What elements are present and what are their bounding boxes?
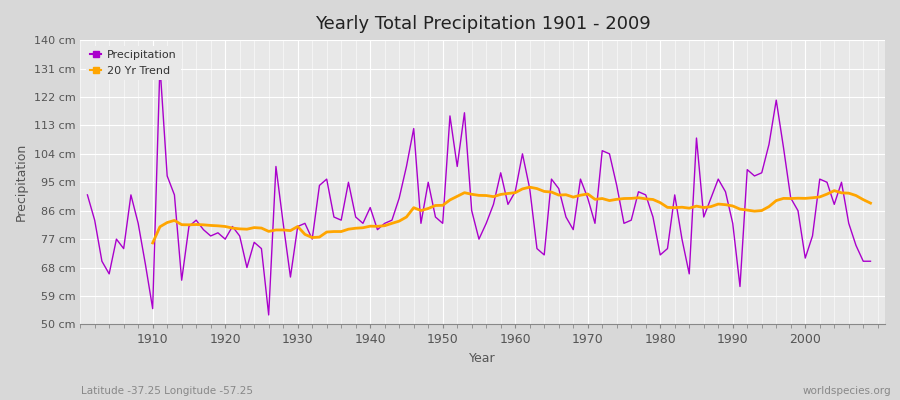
Title: Yearly Total Precipitation 1901 - 2009: Yearly Total Precipitation 1901 - 2009 — [315, 15, 651, 33]
Legend: Precipitation, 20 Yr Trend: Precipitation, 20 Yr Trend — [86, 46, 181, 80]
Text: Latitude -37.25 Longitude -57.25: Latitude -37.25 Longitude -57.25 — [81, 386, 253, 396]
X-axis label: Year: Year — [469, 352, 496, 365]
Text: worldspecies.org: worldspecies.org — [803, 386, 891, 396]
Y-axis label: Precipitation: Precipitation — [15, 143, 28, 221]
